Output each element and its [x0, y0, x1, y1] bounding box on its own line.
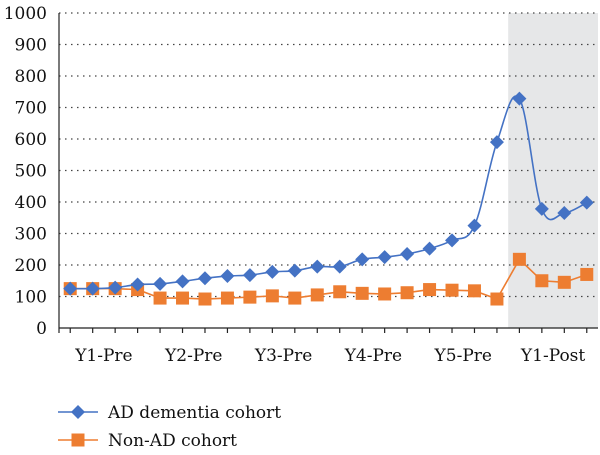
x-tick-label: Y1-Post [520, 346, 585, 366]
y-tick-label-0: 0 [36, 319, 47, 339]
data-point [198, 292, 212, 306]
data-point [176, 291, 190, 305]
series-ad-dementia [63, 91, 594, 296]
data-point [422, 241, 437, 256]
data-point [197, 271, 212, 286]
data-point [355, 252, 370, 267]
data-point [534, 201, 549, 216]
legend: AD dementia cohort Non-AD cohort [58, 403, 281, 451]
y-tick-label-900: 900 [15, 36, 47, 56]
axes [58, 13, 598, 333]
data-point [445, 283, 459, 297]
data-point [512, 91, 527, 106]
data-point [557, 206, 572, 221]
y-axis-tick-labels: 0 100 200 300 400 500 600 700 800 900 1000 [4, 4, 47, 339]
data-point [400, 246, 415, 261]
y-tick-label-300: 300 [15, 225, 47, 245]
data-point [400, 286, 414, 300]
legend-item: Non-AD cohort [58, 431, 237, 451]
data-point [445, 233, 460, 248]
data-point [310, 288, 324, 302]
data-point [220, 291, 234, 305]
data-point [153, 276, 168, 291]
y-tick-label-800: 800 [15, 67, 47, 87]
x-tick-label: Y4-Pre [344, 346, 402, 366]
data-point [535, 274, 549, 288]
y-tick-label-200: 200 [15, 256, 47, 276]
data-point [333, 285, 347, 299]
series-group [63, 91, 594, 306]
data-point [220, 269, 235, 284]
y-tick-label-1000: 1000 [4, 4, 47, 24]
data-point [467, 284, 481, 298]
data-point [489, 135, 504, 150]
data-point [242, 268, 257, 283]
y-tick-label-100: 100 [15, 288, 47, 308]
data-point [243, 290, 257, 304]
data-point [287, 263, 302, 278]
data-point [288, 291, 302, 305]
data-point [557, 275, 571, 289]
data-point [265, 289, 279, 303]
y-tick-label-500: 500 [15, 162, 47, 182]
data-point [579, 195, 594, 210]
data-point [130, 277, 145, 292]
data-point [153, 291, 167, 305]
x-tick-label: Y5-Pre [434, 346, 492, 366]
diamond-marker-icon [71, 405, 85, 419]
data-point [377, 250, 392, 265]
data-point [580, 267, 594, 281]
y-tick-label-700: 700 [15, 99, 47, 119]
x-tick-label: Y1-Pre [74, 346, 132, 366]
data-point [108, 280, 123, 295]
x-tick-label: Y2-Pre [164, 346, 222, 366]
data-point [310, 259, 325, 274]
data-point [332, 259, 347, 274]
data-point [512, 252, 526, 266]
data-point [355, 286, 369, 300]
legend-label: AD dementia cohort [107, 403, 281, 423]
data-point [175, 274, 190, 289]
data-point [63, 281, 78, 296]
y-tick-label-400: 400 [15, 193, 47, 213]
y-tick-label-600: 600 [15, 130, 47, 150]
legend-item: AD dementia cohort [58, 403, 281, 423]
data-point [467, 218, 482, 233]
square-marker-icon [71, 433, 85, 447]
series-non-ad [63, 252, 594, 306]
data-point [423, 283, 437, 297]
data-point [265, 264, 280, 279]
x-axis-tick-labels: Y1-Pre Y2-Pre Y3-Pre Y4-Pre Y5-Pre Y1-Post [74, 346, 585, 366]
data-point [378, 287, 392, 301]
data-point [85, 281, 100, 296]
legend-label: Non-AD cohort [108, 431, 237, 451]
x-tick-label: Y3-Pre [254, 346, 312, 366]
data-point [490, 292, 504, 306]
